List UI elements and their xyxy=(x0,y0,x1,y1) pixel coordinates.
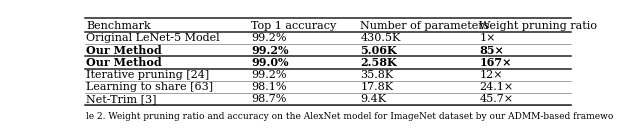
Text: 85×: 85× xyxy=(479,45,504,56)
Text: 9.4K: 9.4K xyxy=(360,94,387,104)
Text: Benchmark: Benchmark xyxy=(86,21,150,31)
Text: Learning to share [63]: Learning to share [63] xyxy=(86,82,213,92)
Text: le 2. Weight pruning ratio and accuracy on the AlexNet model for ImageNet datase: le 2. Weight pruning ratio and accuracy … xyxy=(86,112,613,121)
Text: Weight pruning ratio: Weight pruning ratio xyxy=(479,21,597,31)
Text: Top 1 accuracy: Top 1 accuracy xyxy=(251,21,337,31)
Text: 5.06K: 5.06K xyxy=(360,45,397,56)
Text: 99.2%: 99.2% xyxy=(251,33,287,43)
Text: 12×: 12× xyxy=(479,70,503,80)
Text: Net-Trim [3]: Net-Trim [3] xyxy=(86,94,156,104)
Text: 17.8K: 17.8K xyxy=(360,82,394,92)
Text: 99.2%: 99.2% xyxy=(251,70,287,80)
Text: 99.0%: 99.0% xyxy=(251,57,289,68)
Text: Our Method: Our Method xyxy=(86,57,162,68)
Text: 430.5K: 430.5K xyxy=(360,33,401,43)
Text: 98.1%: 98.1% xyxy=(251,82,287,92)
Text: Our Method: Our Method xyxy=(86,45,162,56)
Text: Number of parameters: Number of parameters xyxy=(360,21,490,31)
Text: 1×: 1× xyxy=(479,33,496,43)
Text: 24.1×: 24.1× xyxy=(479,82,513,92)
Text: 167×: 167× xyxy=(479,57,512,68)
Text: 2.58K: 2.58K xyxy=(360,57,397,68)
Text: 35.8K: 35.8K xyxy=(360,70,394,80)
Text: Original LeNet-5 Model: Original LeNet-5 Model xyxy=(86,33,220,43)
Text: 45.7×: 45.7× xyxy=(479,94,513,104)
Text: 98.7%: 98.7% xyxy=(251,94,287,104)
Text: Iterative pruning [24]: Iterative pruning [24] xyxy=(86,70,209,80)
Text: 99.2%: 99.2% xyxy=(251,45,289,56)
